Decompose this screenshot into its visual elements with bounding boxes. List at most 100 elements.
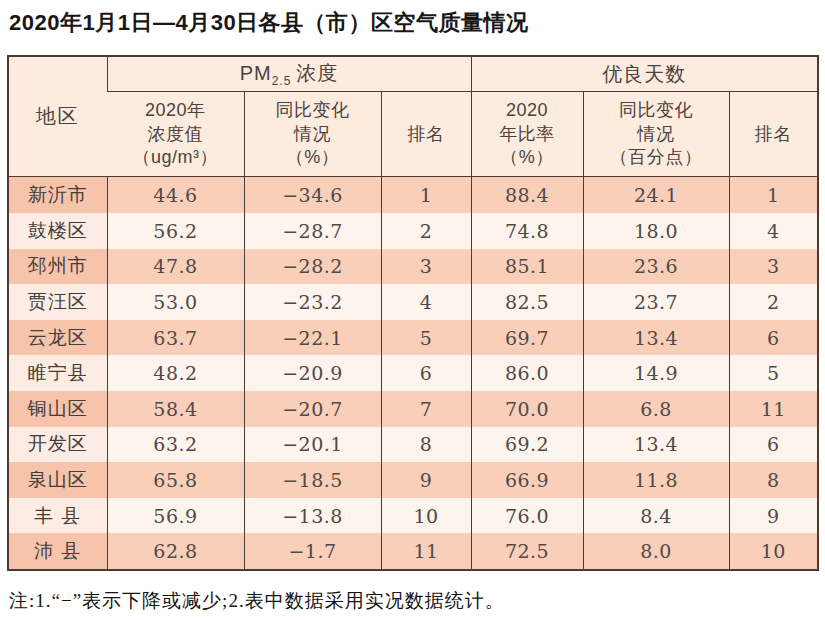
days-rank-cell: 2 — [729, 284, 818, 320]
days-rank-cell: 3 — [729, 249, 818, 285]
pm-value-cell: 56.2 — [107, 213, 244, 249]
pm-change-cell: −34.6 — [244, 177, 381, 213]
days-rate-cell: 69.7 — [471, 320, 583, 356]
days-rate-cell: 74.8 — [471, 213, 583, 249]
column-header-pm-value: 2020年 浓度值 （ug/m³） — [107, 92, 244, 177]
days-rate-cell: 66.9 — [471, 462, 583, 498]
pm-change-cell: −20.7 — [244, 391, 381, 427]
days-rate-cell: 72.5 — [471, 533, 583, 570]
days-rank-cell: 1 — [729, 177, 818, 213]
table-row: 沛 县62.8−1.71172.58.010 — [8, 533, 818, 570]
pm-rank-cell: 2 — [381, 213, 471, 249]
pm-value-cell: 56.9 — [107, 498, 244, 534]
days-change-cell: 13.4 — [583, 427, 729, 463]
days-change-cell: 18.0 — [583, 213, 729, 249]
pm-rank-cell: 4 — [381, 284, 471, 320]
region-cell: 新沂市 — [8, 177, 107, 213]
days-change-cell: 8.0 — [583, 533, 729, 570]
pm-change-cell: −20.9 — [244, 355, 381, 391]
pm-rank-cell: 7 — [381, 391, 471, 427]
column-header-region: 地区 — [8, 56, 107, 177]
days-rate-cell: 70.0 — [471, 391, 583, 427]
pm-value-cell: 65.8 — [107, 462, 244, 498]
region-cell: 邳州市 — [8, 249, 107, 285]
days-rank-cell: 9 — [729, 498, 818, 534]
days-rank-cell: 8 — [729, 462, 818, 498]
table-body: 新沂市44.6−34.6188.424.11鼓楼区56.2−28.7274.81… — [8, 177, 818, 570]
days-change-cell: 6.8 — [583, 391, 729, 427]
table-row: 新沂市44.6−34.6188.424.11 — [8, 177, 818, 213]
table-row: 铜山区58.4−20.7770.06.811 — [8, 391, 818, 427]
region-cell: 泉山区 — [8, 462, 107, 498]
days-rate-cell: 69.2 — [471, 427, 583, 463]
days-rate-cell: 85.1 — [471, 249, 583, 285]
pm-change-cell: −28.2 — [244, 249, 381, 285]
air-quality-table: 地区 PM2.5 浓度 优良天数 2020年 浓度值 （ug/m³） 同比变化 情… — [7, 55, 819, 571]
region-cell: 云龙区 — [8, 320, 107, 356]
days-change-cell: 11.8 — [583, 462, 729, 498]
table-row: 开发区63.2−20.1869.213.46 — [8, 427, 818, 463]
days-rate-cell: 82.5 — [471, 284, 583, 320]
days-rank-cell: 6 — [729, 427, 818, 463]
days-rank-cell: 6 — [729, 320, 818, 356]
pm-value-cell: 62.8 — [107, 533, 244, 570]
region-cell: 睢宁县 — [8, 355, 107, 391]
days-rate-cell: 86.0 — [471, 355, 583, 391]
table-row: 睢宁县48.2−20.9686.014.95 — [8, 355, 818, 391]
days-change-cell: 14.9 — [583, 355, 729, 391]
pm-value-cell: 58.4 — [107, 391, 244, 427]
table-row: 云龙区63.7−22.1569.713.46 — [8, 320, 818, 356]
pm-value-cell: 44.6 — [107, 177, 244, 213]
region-cell: 沛 县 — [8, 533, 107, 570]
region-cell: 鼓楼区 — [8, 213, 107, 249]
page: 2020年1月1日—4月30日各县（市）区空气质量情况 地区 PM2.5 浓度 优… — [0, 0, 825, 614]
column-group-pm25: PM2.5 浓度 — [107, 56, 471, 92]
pm-change-cell: −13.8 — [244, 498, 381, 534]
days-rank-cell: 11 — [729, 391, 818, 427]
table-row: 丰 县56.9−13.81076.08.49 — [8, 498, 818, 534]
pm-value-cell: 63.7 — [107, 320, 244, 356]
pm-value-cell: 47.8 — [107, 249, 244, 285]
footnote: 注:1.“−”表示下降或减少;2.表中数据采用实况数据统计。 — [9, 588, 818, 614]
pm-value-cell: 63.2 — [107, 427, 244, 463]
column-header-pm-change: 同比变化 情况 （%） — [244, 92, 381, 177]
table-row: 贾汪区53.0−23.2482.523.72 — [8, 284, 818, 320]
days-change-cell: 13.4 — [583, 320, 729, 356]
days-change-cell: 8.4 — [583, 498, 729, 534]
header-sub-row: 2020年 浓度值 （ug/m³） 同比变化 情况 （%） 排名 2020 年比… — [8, 92, 818, 177]
pm25-label-prefix: PM — [240, 62, 272, 84]
pm25-label-subscript: 2.5 — [272, 74, 292, 88]
pm-rank-cell: 6 — [381, 355, 471, 391]
days-rate-cell: 88.4 — [471, 177, 583, 213]
pm-change-cell: −1.7 — [244, 533, 381, 570]
pm-change-cell: −18.5 — [244, 462, 381, 498]
pm-rank-cell: 1 — [381, 177, 471, 213]
region-cell: 丰 县 — [8, 498, 107, 534]
days-change-cell: 23.6 — [583, 249, 729, 285]
region-cell: 铜山区 — [8, 391, 107, 427]
pm-rank-cell: 3 — [381, 249, 471, 285]
pm-value-cell: 48.2 — [107, 355, 244, 391]
table-row: 邳州市47.8−28.2385.123.63 — [8, 249, 818, 285]
column-group-good-days: 优良天数 — [471, 56, 818, 92]
column-header-pm-rank: 排名 — [381, 92, 471, 177]
region-cell: 开发区 — [8, 427, 107, 463]
days-rank-cell: 5 — [729, 355, 818, 391]
days-rank-cell: 10 — [729, 533, 818, 570]
days-rank-cell: 4 — [729, 213, 818, 249]
pm-rank-cell: 8 — [381, 427, 471, 463]
column-header-days-rate: 2020 年比率 （%） — [471, 92, 583, 177]
table-row: 泉山区65.8−18.5966.911.88 — [8, 462, 818, 498]
pm25-label-suffix: 浓度 — [296, 62, 338, 84]
table-header: 地区 PM2.5 浓度 优良天数 2020年 浓度值 （ug/m³） 同比变化 情… — [8, 56, 818, 177]
column-header-days-change: 同比变化 情况 （百分点） — [583, 92, 729, 177]
pm-change-cell: −28.7 — [244, 213, 381, 249]
pm-change-cell: −20.1 — [244, 427, 381, 463]
pm-change-cell: −22.1 — [244, 320, 381, 356]
pm-rank-cell: 5 — [381, 320, 471, 356]
page-title: 2020年1月1日—4月30日各县（市）区空气质量情况 — [9, 10, 818, 36]
days-rate-cell: 76.0 — [471, 498, 583, 534]
pm-rank-cell: 10 — [381, 498, 471, 534]
days-change-cell: 23.7 — [583, 284, 729, 320]
header-group-row: 地区 PM2.5浓度 优良天数 — [8, 56, 818, 92]
